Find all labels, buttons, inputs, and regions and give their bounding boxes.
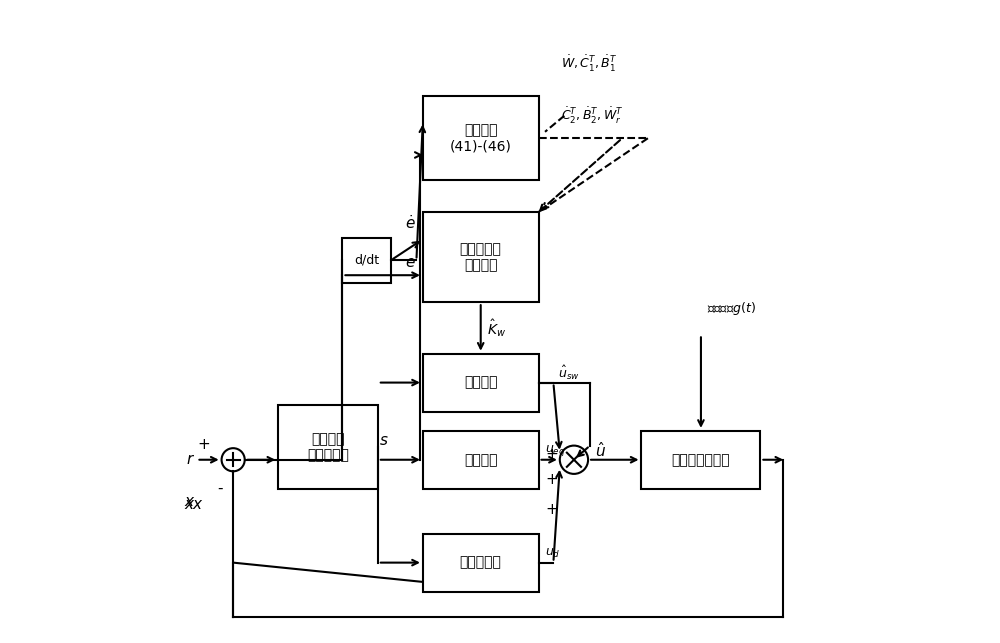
FancyBboxPatch shape <box>423 431 539 489</box>
Text: $u_d$: $u_d$ <box>545 547 561 559</box>
Text: 切换控制: 切换控制 <box>464 376 497 390</box>
FancyBboxPatch shape <box>278 405 378 489</box>
Text: $\hat{u}$: $\hat{u}$ <box>595 440 606 460</box>
Text: $\dot{W},\dot{C}_1^T,\dot{B}_1^T$: $\dot{W},\dot{C}_1^T,\dot{B}_1^T$ <box>561 54 618 75</box>
Text: $\dot{C}_2^T,\dot{B}_2^T,\dot{W}_r^T$: $\dot{C}_2^T,\dot{B}_2^T,\dot{W}_r^T$ <box>561 105 624 126</box>
Text: $\hat{u}_{sw}$: $\hat{u}_{sw}$ <box>558 364 580 382</box>
Text: 自适应律
(41)-(46): 自适应律 (41)-(46) <box>450 123 512 153</box>
Text: +: + <box>545 447 558 462</box>
Text: +: + <box>198 437 211 452</box>
Text: 未知扰动$g(t)$: 未知扰动$g(t)$ <box>707 300 756 317</box>
Text: +: + <box>545 472 558 487</box>
Text: $x$: $x$ <box>184 494 196 509</box>
Text: $r$: $r$ <box>186 452 195 467</box>
Text: -: - <box>218 481 223 496</box>
Text: 等效控制: 等效控制 <box>464 453 497 467</box>
Text: $x$: $x$ <box>192 497 204 512</box>
Text: $\hat{K}_w$: $\hat{K}_w$ <box>487 317 506 339</box>
Text: $u_{eq}$: $u_{eq}$ <box>545 442 566 458</box>
FancyBboxPatch shape <box>423 354 539 412</box>
Text: $\dot{e}$: $\dot{e}$ <box>405 214 415 232</box>
Text: +: + <box>545 502 558 517</box>
Text: $e$: $e$ <box>405 255 415 270</box>
Text: 快速非奇
异终端滑模: 快速非奇 异终端滑模 <box>307 432 349 462</box>
FancyBboxPatch shape <box>641 431 760 489</box>
Text: $s$: $s$ <box>379 433 389 448</box>
Text: 扰动补偿项: 扰动补偿项 <box>460 556 502 570</box>
Text: d/dt: d/dt <box>354 254 379 267</box>
Text: 有源电力滤波器: 有源电力滤波器 <box>672 453 730 467</box>
Text: $x$: $x$ <box>184 497 196 512</box>
FancyBboxPatch shape <box>423 96 539 180</box>
Text: 双隐层递归
神经网络: 双隐层递归 神经网络 <box>460 242 502 272</box>
FancyBboxPatch shape <box>423 534 539 592</box>
FancyBboxPatch shape <box>342 238 391 283</box>
FancyBboxPatch shape <box>423 212 539 302</box>
